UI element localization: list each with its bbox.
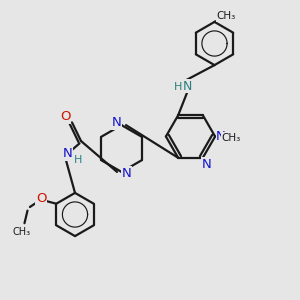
Text: N: N [216,130,226,143]
Text: N: N [122,167,131,180]
Text: CH₃: CH₃ [12,227,31,237]
Text: N: N [63,147,73,160]
Text: H: H [174,82,182,92]
Text: N: N [202,158,211,171]
Text: N: N [112,116,121,130]
Text: O: O [60,110,71,124]
Text: N: N [183,80,192,93]
Text: CH₃: CH₃ [216,11,236,22]
Text: CH₃: CH₃ [221,133,240,143]
Text: H: H [74,155,82,165]
Text: O: O [36,192,46,205]
